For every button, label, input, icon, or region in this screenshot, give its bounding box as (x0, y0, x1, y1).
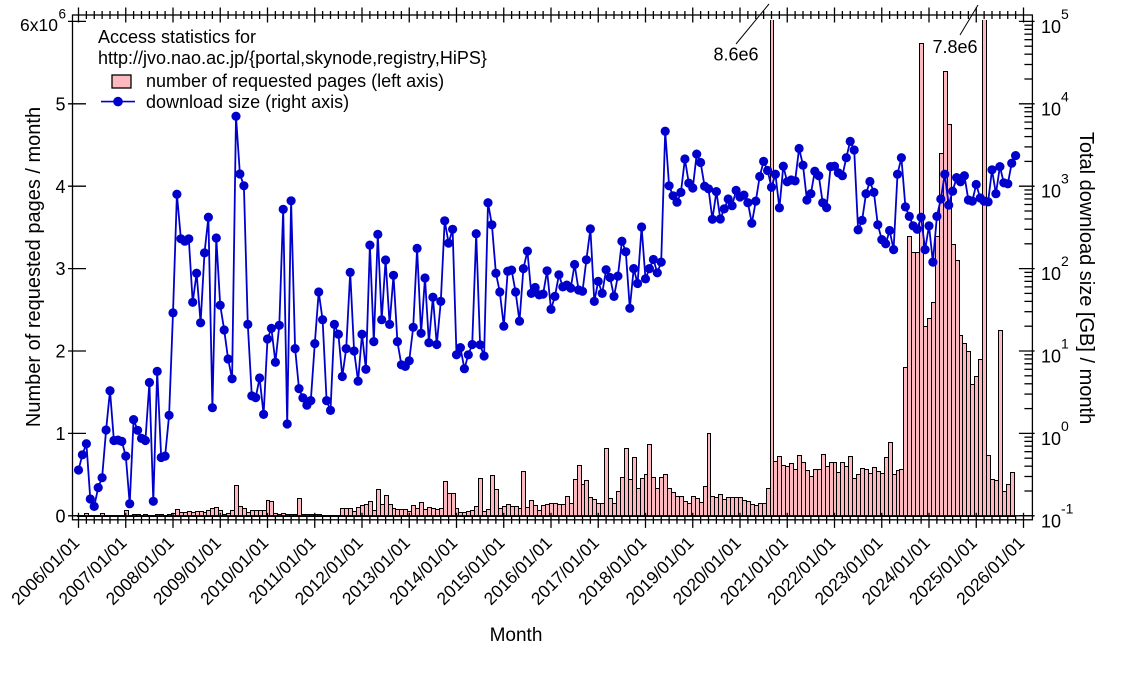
svg-text:5: 5 (1061, 6, 1069, 22)
svg-text:Total download size [GB] / mon: Total download size [GB] / month (1075, 132, 1097, 424)
svg-text:10: 10 (1041, 429, 1061, 449)
svg-text:number of requested pages (lef: number of requested pages (left axis) (146, 71, 444, 91)
svg-text:4: 4 (1061, 88, 1069, 104)
svg-text:5: 5 (55, 94, 65, 114)
svg-text:3: 3 (55, 259, 65, 279)
svg-text:10: 10 (1041, 99, 1061, 119)
svg-text:Access statistics for: Access statistics for (98, 27, 256, 47)
svg-text:7.8e6: 7.8e6 (932, 37, 977, 57)
svg-text:6: 6 (59, 7, 67, 22)
svg-text:Month: Month (490, 625, 543, 646)
svg-text:10: 10 (1041, 17, 1061, 37)
svg-text:6x10: 6x10 (20, 15, 58, 35)
svg-text:10: 10 (1041, 182, 1061, 202)
svg-text:0: 0 (1061, 418, 1069, 434)
svg-text:10: 10 (1041, 347, 1061, 367)
svg-text:1: 1 (55, 424, 65, 444)
svg-text:10: 10 (1041, 511, 1061, 531)
svg-text:10: 10 (1041, 264, 1061, 284)
svg-text:1: 1 (1061, 336, 1069, 352)
svg-text:8.6e6: 8.6e6 (713, 45, 758, 65)
svg-text:2: 2 (1061, 253, 1069, 269)
svg-text:Number of requested pages / mo: Number of requested pages / month (23, 107, 45, 427)
svg-text:http://jvo.nao.ac.jp/{portal,s: http://jvo.nao.ac.jp/{portal,skynode,reg… (98, 48, 487, 68)
svg-text:-1: -1 (1061, 500, 1074, 516)
svg-text:2: 2 (55, 342, 65, 362)
svg-text:3: 3 (1061, 171, 1069, 187)
svg-text:4: 4 (55, 177, 65, 197)
svg-text:download size (right axis): download size (right axis) (146, 92, 349, 112)
svg-text:0: 0 (55, 506, 65, 526)
